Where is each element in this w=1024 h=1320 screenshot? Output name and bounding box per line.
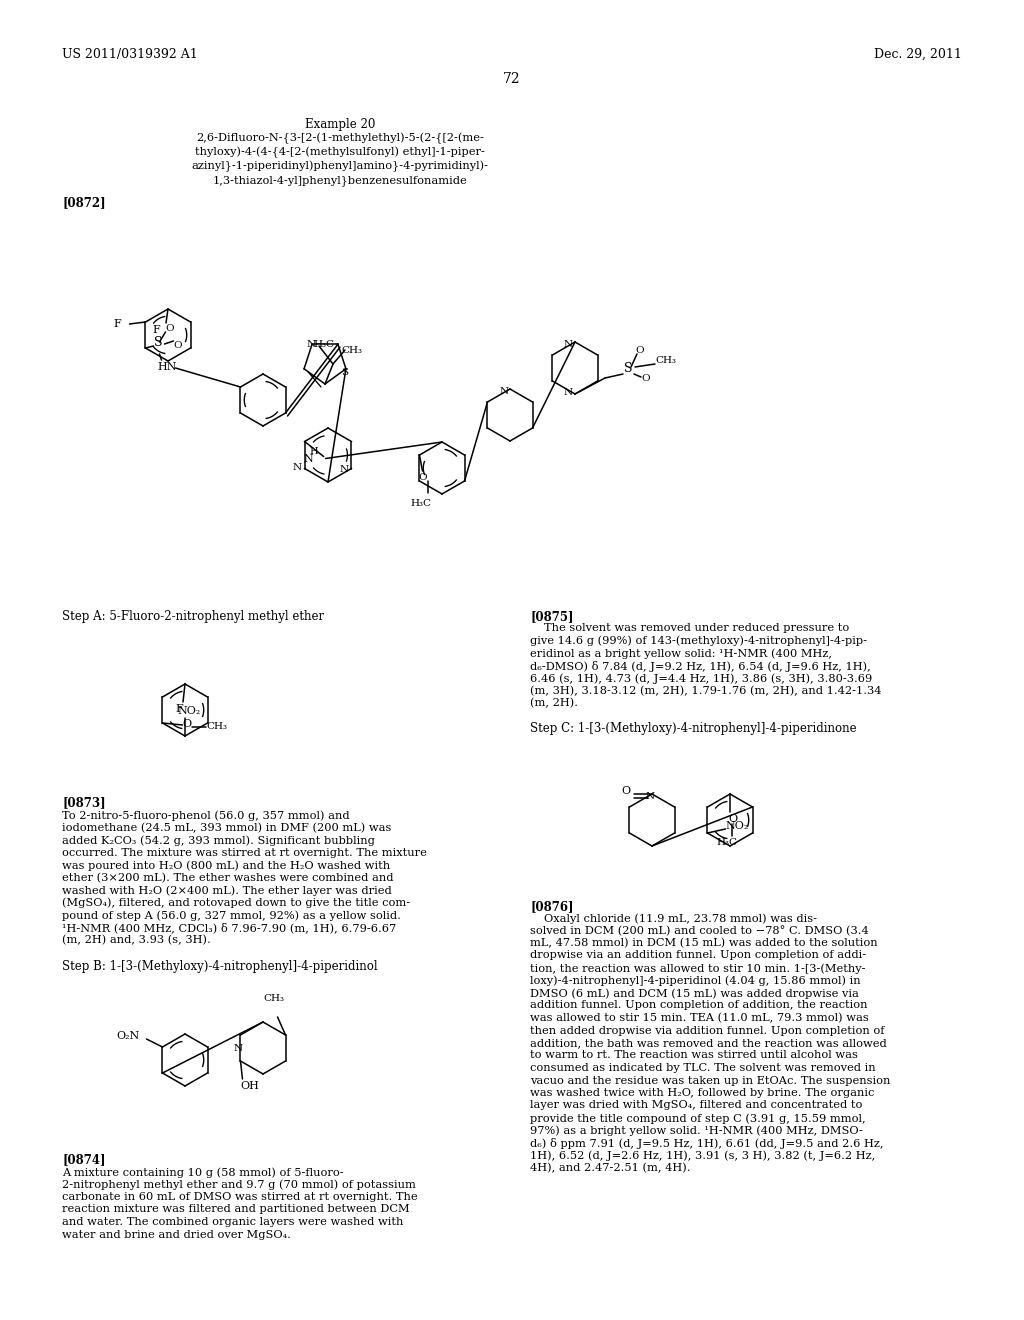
Text: O: O <box>182 719 191 729</box>
Text: Step B: 1-[3-(Methyloxy)-4-nitrophenyl]-4-piperidinol: Step B: 1-[3-(Methyloxy)-4-nitrophenyl]-… <box>62 960 378 973</box>
Text: H₃C: H₃C <box>313 341 334 348</box>
Text: 6.46 (s, 1H), 4.73 (d, J=4.4 Hz, 1H), 3.86 (s, 3H), 3.80-3.69: 6.46 (s, 1H), 4.73 (d, J=4.4 Hz, 1H), 3.… <box>530 673 872 684</box>
Text: [0875]: [0875] <box>530 610 573 623</box>
Text: 72: 72 <box>503 73 521 86</box>
Text: H₃C: H₃C <box>411 499 431 508</box>
Text: loxy)-4-nitrophenyl]-4-piperidinol (4.04 g, 15.86 mmol) in: loxy)-4-nitrophenyl]-4-piperidinol (4.04… <box>530 975 860 986</box>
Text: addition, the bath was removed and the reaction was allowed: addition, the bath was removed and the r… <box>530 1038 887 1048</box>
Text: NO₂: NO₂ <box>177 706 201 715</box>
Text: tion, the reaction was allowed to stir 10 min. 1-[3-(Methy-: tion, the reaction was allowed to stir 1… <box>530 964 865 974</box>
Text: (m, 3H), 3.18-3.12 (m, 2H), 1.79-1.76 (m, 2H), and 1.42-1.34: (m, 3H), 3.18-3.12 (m, 2H), 1.79-1.76 (m… <box>530 685 882 696</box>
Text: washed with H₂O (2×400 mL). The ether layer was dried: washed with H₂O (2×400 mL). The ether la… <box>62 884 392 895</box>
Text: N: N <box>500 387 509 396</box>
Text: O: O <box>173 341 182 350</box>
Text: OH: OH <box>241 1081 259 1092</box>
Text: H₃C: H₃C <box>716 838 737 847</box>
Text: consumed as indicated by TLC. The solvent was removed in: consumed as indicated by TLC. The solven… <box>530 1063 876 1073</box>
Text: O: O <box>635 346 644 355</box>
Text: [0872]: [0872] <box>62 195 105 209</box>
Text: reaction mixture was filtered and partitioned between DCM: reaction mixture was filtered and partit… <box>62 1204 410 1214</box>
Text: O: O <box>641 374 649 383</box>
Text: A mixture containing 10 g (58 mmol) of 5-fluoro-: A mixture containing 10 g (58 mmol) of 5… <box>62 1167 344 1177</box>
Text: d₆-DMSO) δ 7.84 (d, J=9.2 Hz, 1H), 6.54 (d, J=9.6 Hz, 1H),: d₆-DMSO) δ 7.84 (d, J=9.2 Hz, 1H), 6.54 … <box>530 660 870 672</box>
Text: was allowed to stir 15 min. TEA (11.0 mL, 79.3 mmol) was: was allowed to stir 15 min. TEA (11.0 mL… <box>530 1012 868 1023</box>
Text: eridinol as a bright yellow solid: ¹H-NMR (400 MHz,: eridinol as a bright yellow solid: ¹H-NM… <box>530 648 831 659</box>
Text: 97%) as a bright yellow solid. ¹H-NMR (400 MHz, DMSO-: 97%) as a bright yellow solid. ¹H-NMR (4… <box>530 1126 863 1137</box>
Text: vacuo and the residue was taken up in EtOAc. The suspension: vacuo and the residue was taken up in Et… <box>530 1076 891 1085</box>
Text: O: O <box>728 814 737 824</box>
Text: O: O <box>166 323 174 333</box>
Text: Example 20: Example 20 <box>305 117 375 131</box>
Text: Step A: 5-Fluoro-2-nitrophenyl methyl ether: Step A: 5-Fluoro-2-nitrophenyl methyl et… <box>62 610 325 623</box>
Text: Oxalyl chloride (11.9 mL, 23.78 mmol) was dis-: Oxalyl chloride (11.9 mL, 23.78 mmol) wa… <box>544 913 817 924</box>
Text: 4H), and 2.47-2.51 (m, 4H).: 4H), and 2.47-2.51 (m, 4H). <box>530 1163 690 1173</box>
Text: 1H), 6.52 (d, J=2.6 Hz, 1H), 3.91 (s, 3 H), 3.82 (t, J=6.2 Hz,: 1H), 6.52 (d, J=2.6 Hz, 1H), 3.91 (s, 3 … <box>530 1151 876 1162</box>
Text: d₆) δ ppm 7.91 (d, J=9.5 Hz, 1H), 6.61 (dd, J=9.5 and 2.6 Hz,: d₆) δ ppm 7.91 (d, J=9.5 Hz, 1H), 6.61 (… <box>530 1138 884 1148</box>
Text: To 2-nitro-5-fluoro-phenol (56.0 g, 357 mmol) and: To 2-nitro-5-fluoro-phenol (56.0 g, 357 … <box>62 810 349 821</box>
Text: carbonate in 60 mL of DMSO was stirred at rt overnight. The: carbonate in 60 mL of DMSO was stirred a… <box>62 1192 418 1203</box>
Text: N: N <box>304 454 313 465</box>
Text: The solvent was removed under reduced pressure to: The solvent was removed under reduced pr… <box>544 623 849 634</box>
Text: Dec. 29, 2011: Dec. 29, 2011 <box>874 48 962 61</box>
Text: [0876]: [0876] <box>530 900 573 913</box>
Text: was poured into H₂O (800 mL) and the H₂O washed with: was poured into H₂O (800 mL) and the H₂O… <box>62 861 390 871</box>
Text: [0874]: [0874] <box>62 1152 105 1166</box>
Text: N: N <box>234 1044 243 1053</box>
Text: NO₂: NO₂ <box>725 821 749 832</box>
Text: HN: HN <box>158 362 177 372</box>
Text: Step C: 1-[3-(Methyloxy)-4-nitrophenyl]-4-piperidinone: Step C: 1-[3-(Methyloxy)-4-nitrophenyl]-… <box>530 722 857 735</box>
Text: pound of step A (56.0 g, 327 mmol, 92%) as a yellow solid.: pound of step A (56.0 g, 327 mmol, 92%) … <box>62 909 400 920</box>
Text: addition funnel. Upon completion of addition, the reaction: addition funnel. Upon completion of addi… <box>530 1001 867 1011</box>
Text: (m, 2H).: (m, 2H). <box>530 698 578 709</box>
Text: F: F <box>152 325 160 335</box>
Text: S: S <box>624 362 633 375</box>
Text: occurred. The mixture was stirred at rt overnight. The mixture: occurred. The mixture was stirred at rt … <box>62 847 427 858</box>
Text: N: N <box>563 341 572 348</box>
Text: O₂N: O₂N <box>117 1031 139 1041</box>
Text: O: O <box>419 473 427 482</box>
Text: O: O <box>621 785 630 796</box>
Text: CH₃: CH₃ <box>207 722 227 731</box>
Text: (m, 2H) and, 3.93 (s, 3H).: (m, 2H) and, 3.93 (s, 3H). <box>62 935 211 945</box>
Text: ¹H-NMR (400 MHz, CDCl₃) δ 7.96-7.90 (m, 1H), 6.79-6.67: ¹H-NMR (400 MHz, CDCl₃) δ 7.96-7.90 (m, … <box>62 923 396 933</box>
Text: N: N <box>293 462 302 471</box>
Text: and water. The combined organic layers were washed with: and water. The combined organic layers w… <box>62 1217 403 1228</box>
Text: F: F <box>114 319 121 329</box>
Text: water and brine and dried over MgSO₄.: water and brine and dried over MgSO₄. <box>62 1229 291 1239</box>
Text: ether (3×200 mL). The ether washes were combined and: ether (3×200 mL). The ether washes were … <box>62 873 393 883</box>
Text: dropwise via an addition funnel. Upon completion of addi-: dropwise via an addition funnel. Upon co… <box>530 950 866 961</box>
Text: N: N <box>645 792 654 801</box>
Text: azinyl}-1-piperidinyl)phenyl]amino}-4-pyrimidinyl)-: azinyl}-1-piperidinyl)phenyl]amino}-4-py… <box>191 161 488 173</box>
Text: provide the title compound of step C (3.91 g, 15.59 mmol,: provide the title compound of step C (3.… <box>530 1113 865 1123</box>
Text: 2,6-Difluoro-N-{3-[2-(1-methylethyl)-5-(2-{[2-(me-: 2,6-Difluoro-N-{3-[2-(1-methylethyl)-5-(… <box>196 133 484 144</box>
Text: was washed twice with H₂O, followed by brine. The organic: was washed twice with H₂O, followed by b… <box>530 1088 874 1098</box>
Text: CH₃: CH₃ <box>341 346 362 355</box>
Text: layer was dried with MgSO₄, filtered and concentrated to: layer was dried with MgSO₄, filtered and… <box>530 1101 862 1110</box>
Text: S: S <box>155 337 163 348</box>
Text: [0873]: [0873] <box>62 796 105 809</box>
Text: DMSO (6 mL) and DCM (15 mL) was added dropwise via: DMSO (6 mL) and DCM (15 mL) was added dr… <box>530 987 859 998</box>
Text: to warm to rt. The reaction was stirred until alcohol was: to warm to rt. The reaction was stirred … <box>530 1051 858 1060</box>
Text: H: H <box>309 446 318 455</box>
Text: 1,3-thiazol-4-yl]phenyl}benzenesulfonamide: 1,3-thiazol-4-yl]phenyl}benzenesulfonami… <box>213 176 467 186</box>
Text: N: N <box>563 388 572 397</box>
Text: (MgSO₄), filtered, and rotovaped down to give the title com-: (MgSO₄), filtered, and rotovaped down to… <box>62 898 411 908</box>
Text: added K₂CO₃ (54.2 g, 393 mmol). Significant bubbling: added K₂CO₃ (54.2 g, 393 mmol). Signific… <box>62 836 375 846</box>
Text: mL, 47.58 mmol) in DCM (15 mL) was added to the solution: mL, 47.58 mmol) in DCM (15 mL) was added… <box>530 939 878 948</box>
Text: US 2011/0319392 A1: US 2011/0319392 A1 <box>62 48 198 61</box>
Text: F: F <box>175 704 182 714</box>
Text: N: N <box>307 341 316 348</box>
Text: thyloxy)-4-(4-{4-[2-(methylsulfonyl) ethyl]-1-piper-: thyloxy)-4-(4-{4-[2-(methylsulfonyl) eth… <box>195 147 485 158</box>
Text: 2-nitrophenyl methyl ether and 9.7 g (70 mmol) of potassium: 2-nitrophenyl methyl ether and 9.7 g (70… <box>62 1180 416 1191</box>
Text: then added dropwise via addition funnel. Upon completion of: then added dropwise via addition funnel.… <box>530 1026 885 1035</box>
Text: N: N <box>339 465 348 474</box>
Text: CH₃: CH₃ <box>655 356 676 366</box>
Text: CH₃: CH₃ <box>263 994 285 1003</box>
Text: S: S <box>341 368 348 378</box>
Text: iodomethane (24.5 mL, 393 mmol) in DMF (200 mL) was: iodomethane (24.5 mL, 393 mmol) in DMF (… <box>62 822 391 833</box>
Text: solved in DCM (200 mL) and cooled to −78° C. DMSO (3.4: solved in DCM (200 mL) and cooled to −78… <box>530 925 868 936</box>
Text: give 14.6 g (99%) of 143-(methyloxy)-4-nitrophenyl]-4-pip-: give 14.6 g (99%) of 143-(methyloxy)-4-n… <box>530 635 867 645</box>
